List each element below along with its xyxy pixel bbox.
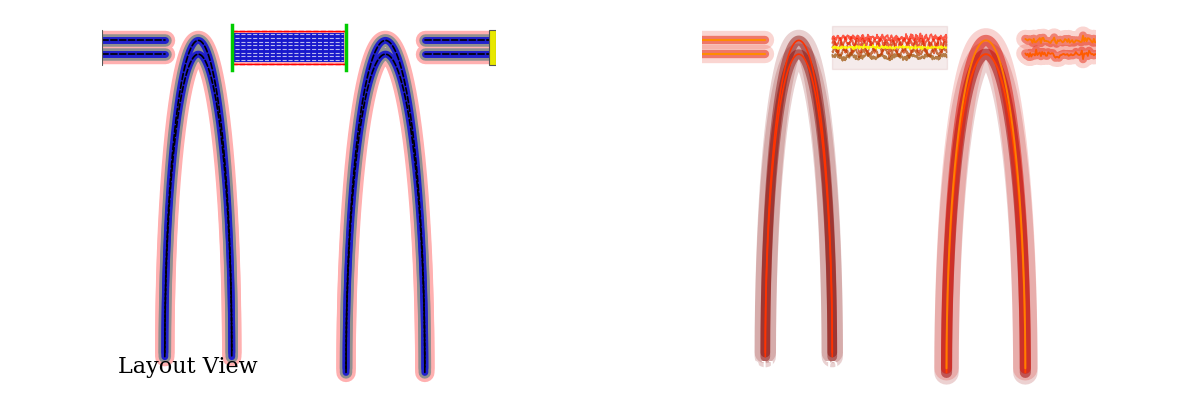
Bar (234, 33, 345, 62)
Bar (231, 31, 346, 63)
Text: Layout View: Layout View (117, 356, 258, 378)
Bar (95, 30, 102, 65)
Text: Simulation View: Simulation View (718, 356, 902, 378)
Bar (489, 30, 496, 65)
